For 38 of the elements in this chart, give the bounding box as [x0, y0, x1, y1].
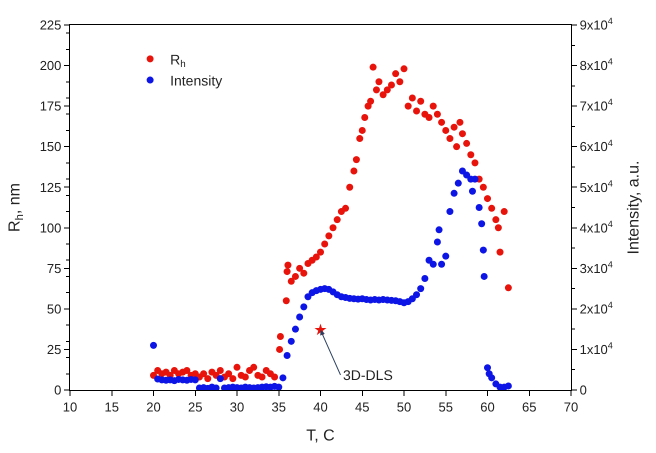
- x-tick-label: 10: [62, 400, 78, 415]
- x-tick-label: 45: [355, 400, 370, 415]
- y-tick-label: 200: [40, 58, 62, 74]
- x-tick-label: 65: [522, 400, 536, 415]
- y-tick-label: 175: [40, 98, 62, 114]
- y-tick-label: 225: [40, 18, 62, 33]
- y-tick-label: 100: [40, 220, 62, 236]
- y2-tick-label: 8x10$^{4}$: [580, 56, 613, 74]
- x-axis-title: T, C: [306, 427, 335, 444]
- y-tick-label: 125: [40, 180, 62, 195]
- x-tick-label: 50: [396, 400, 412, 415]
- y2-tick-label: 6x10$^{4}$: [580, 138, 613, 154]
- legend-label: Intensity: [170, 72, 222, 89]
- y-tick-label: 50: [46, 301, 62, 316]
- y2-tick-label: 3x10$^{4}$: [580, 259, 613, 276]
- y-tick-label: 150: [40, 139, 62, 154]
- x-tick-label: 40: [313, 400, 328, 415]
- y2-tick-label: 9x10$^{4}$: [580, 16, 613, 33]
- legend-label: R$_{h}$: [170, 51, 186, 70]
- x-tick-label: 60: [480, 400, 495, 415]
- y2-tick-label: 4x10$^{4}$: [580, 218, 613, 236]
- y2-tick-label: 1x10$^{4}$: [580, 340, 613, 357]
- y2-tick-label: 2x10$^{4}$: [580, 300, 613, 316]
- y2-axis-title: Intensity, a.u.: [626, 160, 643, 254]
- y-tick-label: 75: [46, 260, 62, 276]
- y2-tick-label: 5x10$^{4}$: [580, 178, 613, 195]
- x-tick-label: 20: [146, 400, 161, 415]
- y2-tick-label: 0: [580, 382, 587, 398]
- x-tick-label: 25: [188, 400, 202, 415]
- x-tick-label: 30: [230, 400, 244, 415]
- x-tick-label: 35: [272, 400, 286, 415]
- x-tick-label: 15: [104, 400, 119, 415]
- x-tick-label: 55: [438, 400, 453, 415]
- y2-tick-label: 7x10$^{4}$: [580, 97, 613, 114]
- y-tick-label: 0: [54, 382, 62, 398]
- y-tick-label: 25: [46, 342, 62, 357]
- annotation: 3D-DLS: [343, 367, 393, 383]
- x-tick-label: 70: [564, 400, 578, 415]
